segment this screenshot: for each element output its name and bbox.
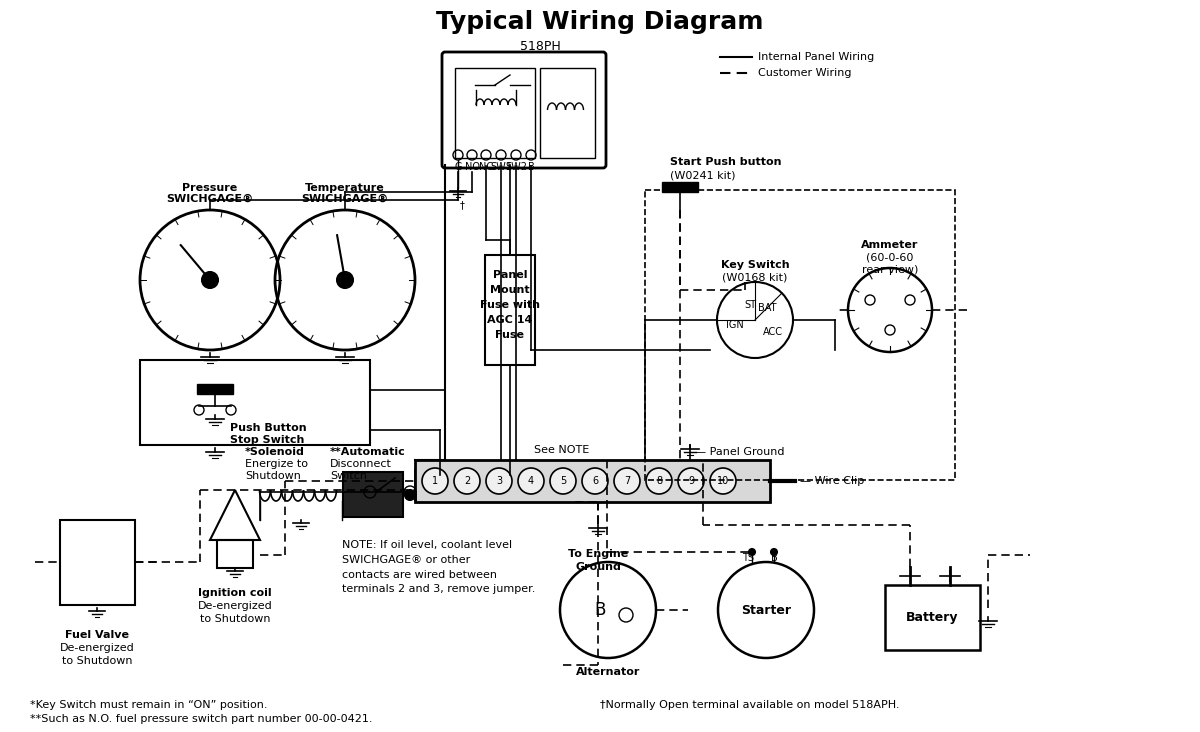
Bar <box>540 68 595 158</box>
Text: IGN: IGN <box>726 320 744 330</box>
Text: Key Switch: Key Switch <box>721 260 790 270</box>
Text: **Automatic: **Automatic <box>330 447 406 457</box>
Text: 5: 5 <box>560 476 566 486</box>
Text: Battery: Battery <box>906 610 959 624</box>
Text: rear view): rear view) <box>862 264 918 274</box>
Text: ST: ST <box>744 300 756 310</box>
Text: to Shutdown: to Shutdown <box>199 614 270 624</box>
Bar <box>646 190 955 480</box>
Text: SW2: SW2 <box>505 162 527 172</box>
Text: Starter: Starter <box>742 603 791 616</box>
Bar <box>886 585 980 650</box>
Bar <box>343 472 403 517</box>
Text: Temperature: Temperature <box>305 183 385 193</box>
Text: Panel: Panel <box>493 270 527 280</box>
Text: *Key Switch must remain in “ON” position.: *Key Switch must remain in “ON” position… <box>30 700 268 710</box>
Text: Disconnect: Disconnect <box>330 459 392 469</box>
Circle shape <box>550 468 576 494</box>
Circle shape <box>422 468 448 494</box>
Text: NO: NO <box>464 162 480 172</box>
Text: ACC: ACC <box>763 327 784 337</box>
Text: Ammeter: Ammeter <box>862 240 919 250</box>
Text: 2: 2 <box>464 476 470 486</box>
Text: Fuse: Fuse <box>496 330 524 340</box>
Text: 3: 3 <box>496 476 502 486</box>
Text: Alternator: Alternator <box>576 667 640 677</box>
Text: Pressure: Pressure <box>182 183 238 193</box>
Circle shape <box>772 549 778 555</box>
Text: B: B <box>770 553 778 563</box>
Text: *Solenoid: *Solenoid <box>245 447 305 457</box>
Text: Ignition coil: Ignition coil <box>198 588 272 598</box>
Circle shape <box>518 468 544 494</box>
Text: Push Button: Push Button <box>230 423 307 433</box>
Text: (W0168 kit): (W0168 kit) <box>722 272 787 282</box>
Text: Shutdown: Shutdown <box>245 471 301 481</box>
Circle shape <box>337 272 353 288</box>
Text: Ground: Ground <box>575 562 620 572</box>
Text: SWICHGAGE®: SWICHGAGE® <box>167 194 253 204</box>
Text: †Normally Open terminal available on model 518APH.: †Normally Open terminal available on mod… <box>600 700 900 710</box>
Text: B: B <box>528 162 534 172</box>
Text: BAT: BAT <box>757 303 776 313</box>
Text: (60-0-60: (60-0-60 <box>866 252 913 262</box>
Text: SWICHGAGE®: SWICHGAGE® <box>301 194 389 204</box>
Circle shape <box>614 468 640 494</box>
Text: Switch: Switch <box>330 471 367 481</box>
Circle shape <box>202 272 218 288</box>
Text: 4: 4 <box>528 476 534 486</box>
Text: See NOTE: See NOTE <box>534 445 589 455</box>
Circle shape <box>406 490 415 500</box>
Bar <box>455 68 535 158</box>
Circle shape <box>454 468 480 494</box>
Text: Internal Panel Wiring: Internal Panel Wiring <box>758 52 875 62</box>
Text: TS: TS <box>742 553 754 563</box>
Text: to Shutdown: to Shutdown <box>61 656 132 666</box>
Text: †: † <box>460 200 464 210</box>
Text: 10: 10 <box>716 476 730 486</box>
Text: SW1: SW1 <box>490 162 512 172</box>
Text: — Panel Ground: — Panel Ground <box>695 447 785 457</box>
Text: NOTE: If oil level, coolant level
SWICHGAGE® or other
contacts are wired between: NOTE: If oil level, coolant level SWICHG… <box>342 540 535 594</box>
Text: NC: NC <box>479 162 493 172</box>
Text: Start Push button: Start Push button <box>670 157 781 167</box>
Text: De-energized: De-energized <box>60 643 134 653</box>
Circle shape <box>646 468 672 494</box>
Text: 7: 7 <box>624 476 630 486</box>
Text: Customer Wiring: Customer Wiring <box>758 68 852 78</box>
Bar <box>197 384 233 394</box>
Circle shape <box>582 468 608 494</box>
Text: 9: 9 <box>688 476 694 486</box>
Circle shape <box>749 549 755 555</box>
Text: Mount: Mount <box>490 285 530 295</box>
Bar <box>415 460 770 502</box>
Text: AGC 14: AGC 14 <box>487 315 533 325</box>
Bar <box>485 255 535 365</box>
Circle shape <box>710 468 736 494</box>
Text: 518PH: 518PH <box>520 40 560 53</box>
Text: B: B <box>594 601 606 619</box>
Text: De-energized: De-energized <box>198 601 272 611</box>
Text: 6: 6 <box>592 476 598 486</box>
Text: 1: 1 <box>432 476 438 486</box>
Circle shape <box>678 468 704 494</box>
Text: — Wire Clip: — Wire Clip <box>800 476 864 486</box>
Bar <box>60 520 134 605</box>
Text: 8: 8 <box>656 476 662 486</box>
Bar <box>662 182 698 192</box>
Text: **Such as N.O. fuel pressure switch part number 00-00-0421.: **Such as N.O. fuel pressure switch part… <box>30 714 372 724</box>
Text: Fuse with: Fuse with <box>480 300 540 310</box>
Bar <box>217 540 253 568</box>
Text: (W0241 kit): (W0241 kit) <box>670 170 736 180</box>
Text: Energize to: Energize to <box>245 459 308 469</box>
Text: To Engine: To Engine <box>568 549 628 559</box>
Circle shape <box>486 468 512 494</box>
Text: Typical Wiring Diagram: Typical Wiring Diagram <box>437 10 763 34</box>
Text: G: G <box>455 162 462 172</box>
Bar <box>140 360 370 445</box>
Text: Stop Switch: Stop Switch <box>230 435 305 445</box>
Text: Fuel Valve: Fuel Valve <box>65 630 130 640</box>
